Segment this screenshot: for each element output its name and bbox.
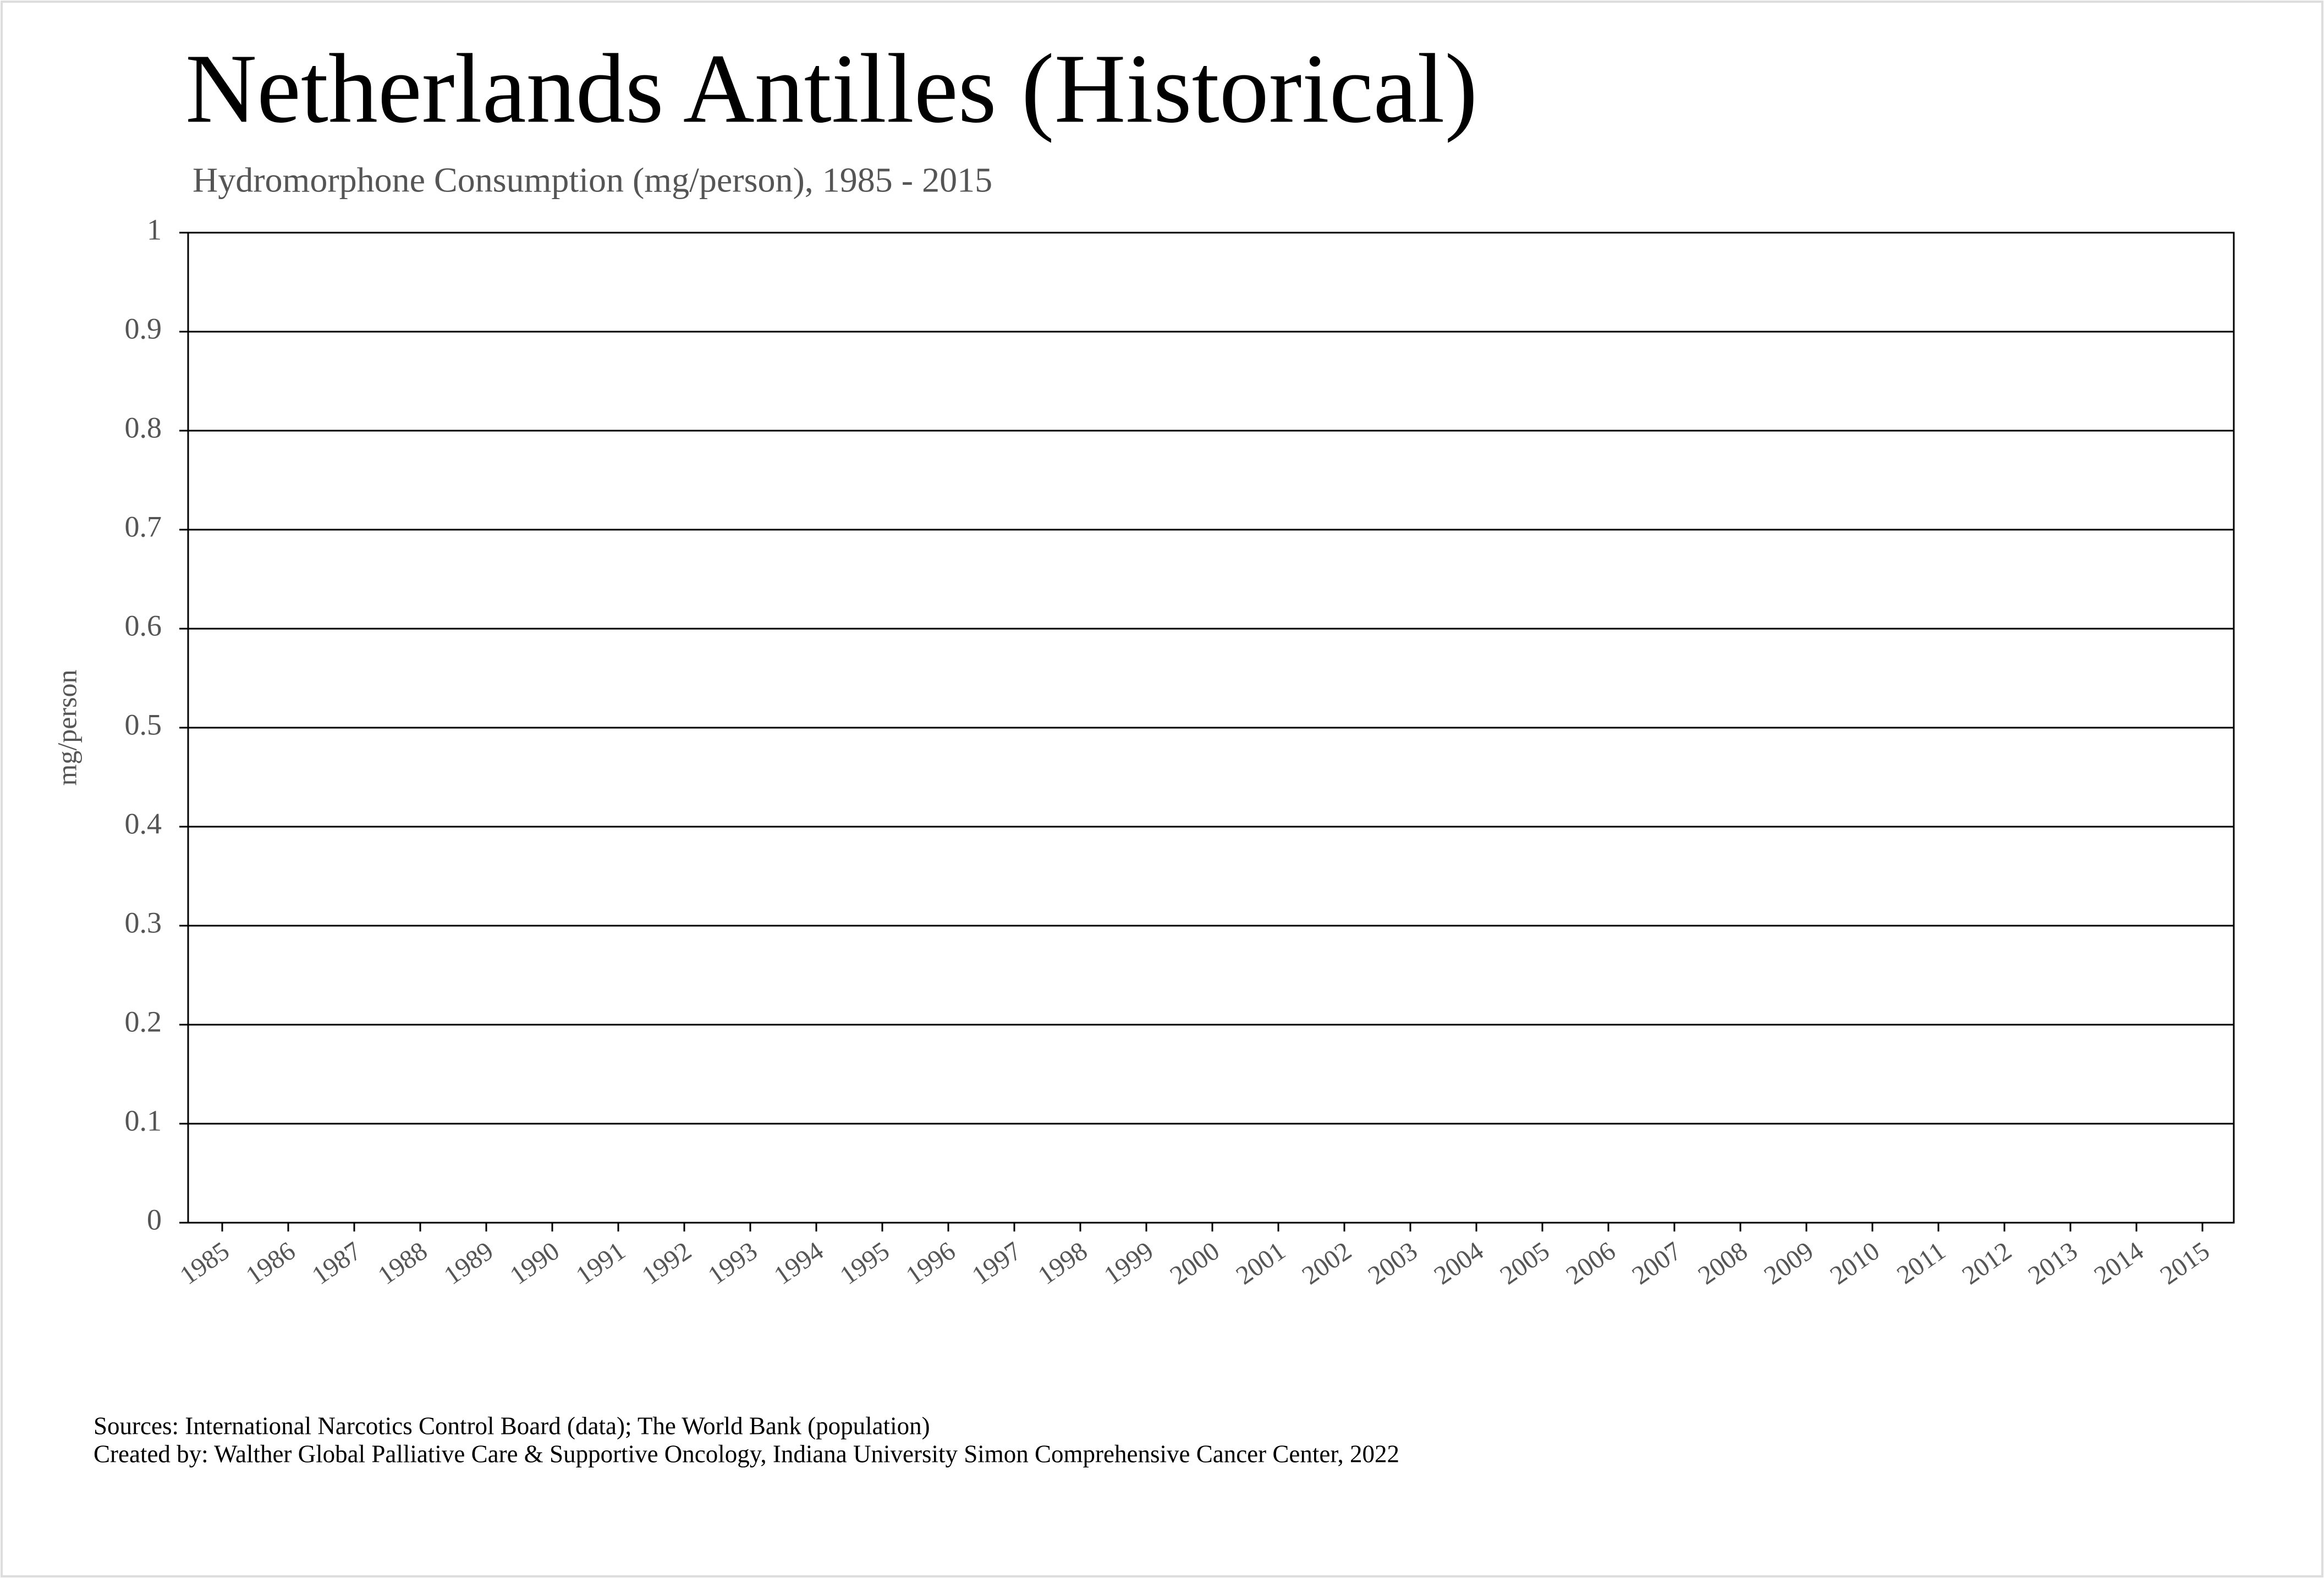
chart-subtitle: Hydromorphone Consumption (mg/person), 1… xyxy=(193,161,992,200)
y-tick-label: 0.5 xyxy=(125,708,162,741)
y-tick-label: 0.8 xyxy=(125,411,162,444)
y-tick-label: 0.3 xyxy=(125,906,162,939)
y-tick-label: 1 xyxy=(147,213,162,246)
y-tick-label: 0.1 xyxy=(125,1104,162,1137)
y-tick-label: 0.9 xyxy=(125,312,162,345)
y-tick-label: 0 xyxy=(147,1203,162,1236)
chart-title: Netherlands Antilles (Historical) xyxy=(185,34,1477,143)
sources: Sources: International Narcotics Control… xyxy=(94,1412,930,1439)
y-tick-label: 0.2 xyxy=(125,1005,162,1038)
y-axis-label: mg/person xyxy=(51,669,82,785)
y-tick-label: 0.6 xyxy=(125,609,162,642)
y-tick-label: 0.7 xyxy=(125,510,162,543)
y-tick-label: 0.4 xyxy=(125,807,162,840)
credits: Created by: Walther Global Palliative Ca… xyxy=(94,1440,1399,1467)
